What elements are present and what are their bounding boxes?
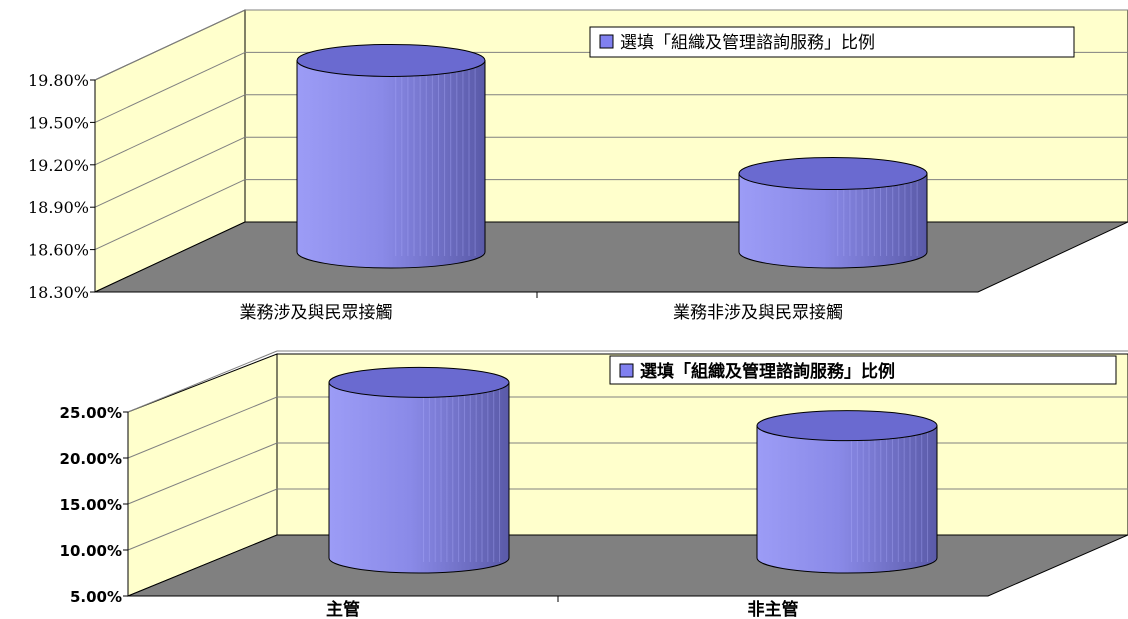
chart2-legend-swatch: [619, 363, 634, 378]
gridline: [127, 350, 278, 413]
category-label: 主管: [326, 599, 360, 619]
y-tick-label: 18.90%: [28, 198, 89, 217]
gridline: [94, 51, 246, 123]
bar: [756, 410, 938, 574]
bar-body: [296, 59, 486, 269]
category-label: 非主管: [748, 599, 799, 619]
bar-top: [296, 43, 486, 77]
bar-top: [328, 366, 510, 398]
y-tick-label: 25.00%: [60, 404, 122, 422]
chart2-legend: 選填「組織及管理諮詢服務」比例: [609, 355, 1117, 385]
bar-body: [328, 381, 510, 574]
category-label: 業務涉及與民眾接觸: [240, 303, 393, 323]
gridline: [94, 94, 246, 166]
chart1-floor: [94, 221, 1128, 293]
bar-top: [738, 157, 928, 191]
gridline: [94, 179, 246, 251]
bar-body: [738, 173, 928, 269]
y-tick-label: 5.00%: [70, 588, 122, 606]
gridline: [127, 488, 278, 551]
chart1-legend: 選填「組織及管理諮詢服務」比例: [589, 26, 1075, 58]
y-tick-label: 18.30%: [28, 283, 89, 302]
chart2-legend-box: [609, 355, 1117, 385]
gridline: [127, 396, 278, 459]
y-tick-label: 10.00%: [60, 542, 122, 560]
chart2-legend-label: 選填「組織及管理諮詢服務」比例: [640, 361, 895, 382]
gridline: [127, 442, 278, 505]
chart1-legend-box: [589, 26, 1075, 58]
bar-body: [756, 425, 938, 574]
gridline: [94, 136, 246, 208]
chart2-floor: [127, 534, 1128, 597]
chart-1: 18.30% 18.60% 18.90% 19.20% 19.50% 19.80% 業務涉…: [28, 9, 1128, 323]
y-tick-label: 15.00%: [60, 496, 122, 514]
y-tick-label: 19.80%: [28, 71, 89, 90]
y-tick-label: 19.20%: [28, 156, 89, 175]
bar: [738, 157, 928, 269]
bar: [296, 43, 486, 269]
y-tick-label: 20.00%: [60, 450, 122, 468]
chart1-legend-swatch: [599, 34, 614, 49]
gridline: [94, 9, 246, 81]
bar: [328, 366, 510, 574]
y-tick-label: 19.50%: [28, 113, 89, 132]
category-label: 業務非涉及與民眾接觸: [673, 303, 843, 323]
bar-top: [756, 410, 938, 442]
chart-2: 5.00% 10.00% 15.00% 20.00% 25.00% 主管 非主管 選填「組…: [60, 350, 1128, 619]
chart1-legend-label: 選填「組織及管理諮詢服務」比例: [620, 33, 875, 53]
y-tick-label: 18.60%: [28, 241, 89, 260]
